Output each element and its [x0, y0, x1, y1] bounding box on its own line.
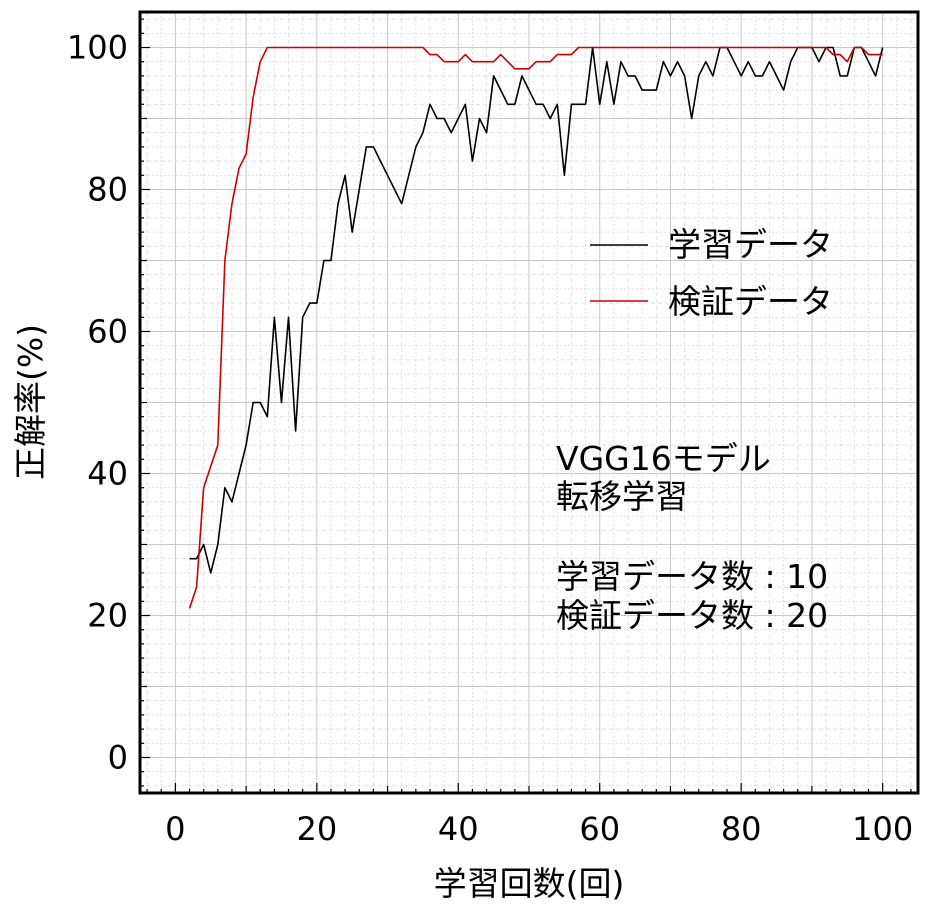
annotation-train-count: 学習データ数 : 10 — [556, 557, 828, 596]
legend-label-val: 検証データ — [668, 282, 833, 321]
y-tick-label: 0 — [108, 739, 128, 777]
gridlines — [140, 12, 918, 793]
series-line-validation — [188, 46, 883, 609]
legend: 学習データ 検証データ — [590, 225, 833, 321]
x-tick-label: 60 — [579, 810, 620, 848]
y-tick-label: 60 — [87, 313, 128, 351]
x-tick-label: 20 — [296, 810, 337, 848]
series-group — [188, 46, 884, 609]
y-tick-label: 80 — [87, 171, 128, 209]
x-tick-label: 80 — [721, 810, 762, 848]
series-line-train — [189, 46, 884, 574]
axis-ticks: 0 20 40 60 80 100 0 20 40 60 80 100 — [67, 18, 913, 848]
x-tick-label: 0 — [165, 810, 185, 848]
annotation-model: VGG16モデル — [556, 439, 771, 478]
x-axis-title: 学習回数(回) — [434, 864, 625, 903]
legend-label-train: 学習データ — [668, 225, 833, 264]
y-tick-label: 20 — [87, 597, 128, 635]
y-axis-title: 正解率(%) — [11, 324, 50, 480]
x-tick-label: 100 — [852, 810, 913, 848]
x-tick-label: 40 — [438, 810, 479, 848]
y-tick-label: 100 — [67, 29, 128, 67]
annotation-method: 転移学習 — [556, 477, 688, 516]
annotation-val-count: 検証データ数 : 20 — [556, 596, 828, 635]
annotation-block: VGG16モデル 転移学習 学習データ数 : 10 検証データ数 : 20 — [556, 439, 828, 635]
plot-area: 0 20 40 60 80 100 0 20 40 60 80 100 — [67, 10, 920, 848]
y-tick-label: 40 — [87, 455, 128, 493]
